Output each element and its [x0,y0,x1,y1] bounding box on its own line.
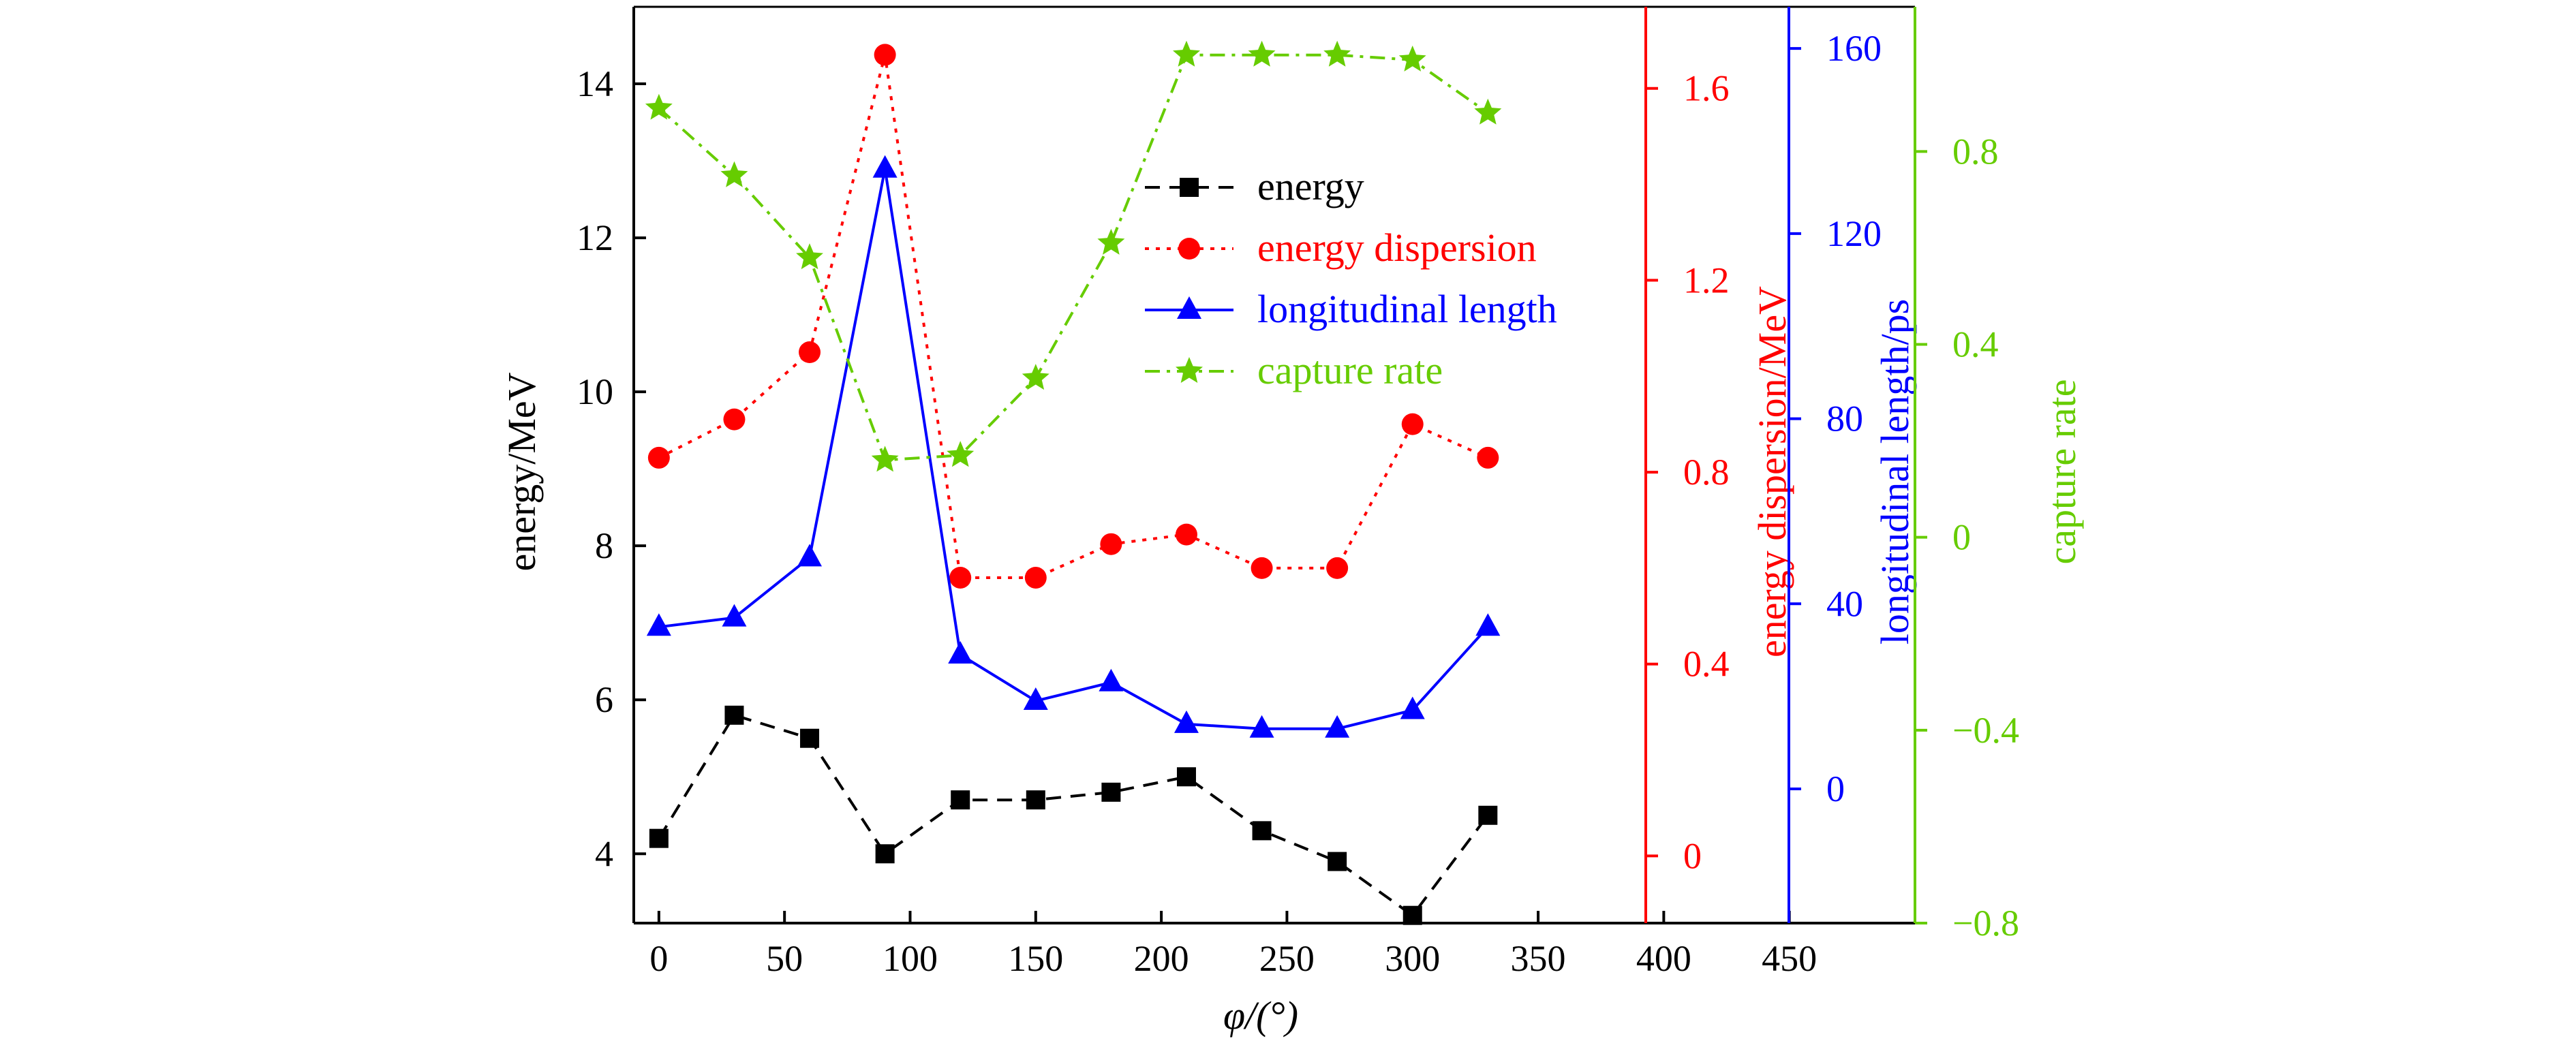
data-point-energy [1402,905,1422,925]
y-tick-label-dispersion: 1.2 [1683,260,1730,300]
data-point-energy [800,728,820,748]
legend-label-capture-rate: capture rate [1257,348,1443,392]
data-point-longitudinal-length [646,613,671,636]
data-point-energy [951,790,970,810]
data-point-energy-dispersion [1100,533,1122,555]
legend-label-energy: energy [1257,164,1364,208]
legend-marker-longitudinal-length [1177,296,1201,319]
data-point-energy [1176,767,1196,787]
data-point-longitudinal-length [722,604,747,627]
x-tick-label: 50 [766,938,803,979]
y-tick-label-dispersion: 0.4 [1683,644,1730,685]
data-point-longitudinal-length [872,155,898,178]
data-point-longitudinal-length [1325,715,1350,738]
y-tick-label-capture: 0 [1952,517,1971,558]
data-point-energy-dispersion [1251,557,1273,579]
y-tick-label-length: 120 [1826,213,1882,254]
data-point-longitudinal-length [797,544,823,567]
y-tick-label-capture: −0.8 [1952,903,2019,944]
y-tick-label-energy: 4 [595,833,613,874]
data-point-capture-rate [871,446,899,472]
data-point-longitudinal-length [1023,687,1048,710]
y-tick-label-energy: 14 [577,63,613,104]
series-line-energy [658,713,1489,918]
data-point-energy-dispersion [647,446,670,469]
data-point-energy-dispersion [723,408,746,431]
data-point-capture-rate [1248,40,1276,67]
x-tick-label: 150 [1008,938,1063,979]
y-axis-title-dispersion: energy dispersion/MeV [1750,286,1794,657]
data-point-energy-dispersion [1401,413,1424,435]
x-tick-label: 100 [883,938,938,979]
legend-label-longitudinal-length: longitudinal length [1257,287,1557,331]
legend-label-energy-dispersion: energy dispersion [1257,225,1537,270]
x-tick-label: 250 [1259,938,1315,979]
y-tick-label-energy: 10 [577,371,613,412]
y-tick-label-dispersion: 0.8 [1683,452,1730,493]
y-tick-label-length: 40 [1826,583,1863,624]
data-point-longitudinal-length [1249,715,1274,738]
data-point-capture-rate [720,161,748,187]
data-point-longitudinal-length [1099,668,1124,691]
data-point-energy [724,705,744,725]
series-line-energy-dispersion [658,54,1489,579]
data-point-longitudinal-length [1475,613,1501,636]
data-point-energy-dispersion [1326,557,1349,579]
x-tick-label: 300 [1385,938,1440,979]
data-point-energy [1252,821,1272,841]
data-point-capture-rate [1022,364,1049,390]
x-axis-title: φ/(°) [1223,993,1298,1038]
y-tick-label-energy: 12 [577,217,613,258]
legend-marker-energy-dispersion [1178,238,1200,260]
x-tick-label: 450 [1762,938,1817,979]
data-point-energy [875,844,895,864]
data-point-capture-rate [1323,40,1351,67]
data-point-capture-rate [1398,45,1426,72]
data-point-longitudinal-length [1174,710,1199,733]
data-point-energy [1478,805,1498,825]
data-point-energy [1026,790,1045,810]
y-tick-label-length: 0 [1826,768,1845,809]
y-tick-label-capture: 0.8 [1952,131,1999,172]
y-tick-label-capture: −0.4 [1952,710,2019,751]
data-point-capture-rate [1474,98,1502,125]
y-tick-label-energy: 6 [595,679,613,720]
y-tick-label-dispersion: 0 [1683,835,1702,876]
data-point-capture-rate [645,93,673,120]
data-point-energy-dispersion [949,566,972,589]
data-point-energy [649,828,669,848]
x-tick-label: 400 [1636,938,1691,979]
y-axis-title-length: longitudinal length/ps [1873,299,1917,644]
y-axis-title-capture: capture rate [2040,379,2084,564]
data-point-capture-rate [1173,40,1200,67]
data-point-energy-dispersion [1024,566,1047,589]
data-point-energy-dispersion [799,341,821,364]
y-tick-label-length: 80 [1826,399,1863,439]
data-point-longitudinal-length [948,641,973,664]
y-tick-label-energy: 8 [595,525,613,566]
series-line-longitudinal-length [658,168,1489,730]
series-line-capture-rate [658,53,1489,462]
data-point-capture-rate [1097,228,1125,255]
y-tick-label-length: 160 [1826,28,1882,69]
x-tick-label: 200 [1134,938,1189,979]
data-point-energy-dispersion [874,44,896,66]
data-point-longitudinal-length [1400,696,1425,719]
legend-marker-energy [1180,178,1199,197]
legend-marker-capture-rate [1176,357,1203,383]
y-axis-title-energy: energy/MeV [500,372,544,571]
data-point-capture-rate [796,243,823,270]
x-tick-label: 350 [1511,938,1566,979]
data-point-energy [1328,852,1347,871]
data-point-energy [1101,782,1121,802]
y-tick-label-capture: 0.4 [1952,324,1999,365]
data-point-energy-dispersion [1175,523,1197,546]
data-point-energy-dispersion [1477,446,1499,469]
data-point-capture-rate [947,441,975,467]
x-tick-label: 0 [649,938,668,979]
y-tick-label-dispersion: 1.6 [1683,68,1730,109]
